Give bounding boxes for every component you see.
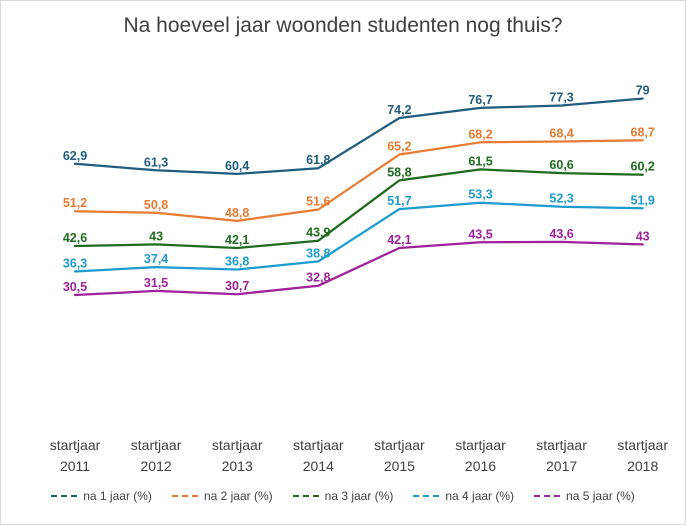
data-label: 58,8 xyxy=(387,165,411,179)
legend-item: na 5 jaar (%) xyxy=(534,489,635,503)
legend-label: na 2 jaar (%) xyxy=(203,489,273,503)
data-label: 68,7 xyxy=(631,125,655,139)
data-label: 50,8 xyxy=(144,198,168,212)
chart-legend: na 1 jaar (%) na 2 jaar (%) na 3 jaar (%) n… xyxy=(0,489,686,503)
data-label: 36,3 xyxy=(63,257,87,271)
data-label: 32,8 xyxy=(306,271,330,285)
legend-swatch xyxy=(51,495,78,497)
data-label: 62,9 xyxy=(63,149,87,163)
legend-item: na 2 jaar (%) xyxy=(171,489,273,503)
x-tick-label: startjaar xyxy=(293,437,344,453)
data-label: 31,5 xyxy=(144,276,168,290)
data-label: 74,2 xyxy=(387,103,411,117)
line-chart-plot: 62,9 61,3 60,4 61,8 74,2 76,7 77,3 79 51,2 50,8 48… xyxy=(50,84,669,474)
legend-swatch xyxy=(292,495,319,497)
data-label: 36,8 xyxy=(225,255,249,269)
data-label: 42,1 xyxy=(225,233,249,247)
data-label: 51,9 xyxy=(631,193,655,207)
x-tick-year: 2012 xyxy=(141,458,172,474)
data-label: 30,5 xyxy=(63,280,87,294)
legend-label: na 1 jaar (%) xyxy=(83,489,152,503)
series-line-5 xyxy=(73,240,644,297)
x-tick-label: startjaar xyxy=(131,437,182,453)
data-label: 68,4 xyxy=(549,127,573,141)
legend-swatch xyxy=(171,495,198,497)
x-tick-label: startjaar xyxy=(374,437,425,453)
legend-swatch xyxy=(534,495,561,497)
legend-item: na 1 jaar (%) xyxy=(51,489,152,503)
data-label: 53,3 xyxy=(468,188,492,202)
data-label: 60,4 xyxy=(225,159,249,173)
data-label: 51,2 xyxy=(63,196,87,210)
data-label: 77,3 xyxy=(549,91,573,105)
series-line-3 xyxy=(73,168,644,250)
chart-title: Na hoeveel jaar woonden studenten nog th… xyxy=(123,14,563,37)
x-tick-year: 2015 xyxy=(384,458,415,474)
x-tick-year: 2014 xyxy=(303,458,334,474)
x-tick-label: startjaar xyxy=(617,437,668,453)
data-label: 42,6 xyxy=(63,231,87,245)
data-label: 61,5 xyxy=(468,154,492,168)
x-tick-year: 2013 xyxy=(222,458,253,474)
legend-label: na 5 jaar (%) xyxy=(566,489,635,503)
data-label: 60,6 xyxy=(549,158,573,172)
series-line-4 xyxy=(73,201,644,273)
legend-label: na 3 jaar (%) xyxy=(324,489,394,503)
data-label: 43,6 xyxy=(549,227,573,241)
data-label: 30,7 xyxy=(225,279,249,293)
data-label: 65,2 xyxy=(387,140,411,154)
legend-swatch xyxy=(413,495,440,497)
data-label: 52,3 xyxy=(549,192,573,206)
data-label: 37,4 xyxy=(144,252,168,266)
data-label: 43 xyxy=(149,229,163,243)
data-label: 42,1 xyxy=(387,233,411,247)
x-tick-label: startjaar xyxy=(455,437,506,453)
x-tick-label: startjaar xyxy=(212,437,263,453)
data-label: 51,6 xyxy=(306,195,330,209)
series-line-2 xyxy=(73,139,644,223)
data-label: 43,5 xyxy=(468,227,492,241)
data-label: 61,8 xyxy=(306,153,330,167)
series-line-1 xyxy=(73,97,644,176)
x-tick-label: startjaar xyxy=(50,437,101,453)
x-tick-year: 2017 xyxy=(546,458,577,474)
legend-item: na 4 jaar (%) xyxy=(413,489,514,503)
legend-label: na 4 jaar (%) xyxy=(445,489,515,503)
data-label: 43,9 xyxy=(306,226,330,240)
x-tick-year: 2016 xyxy=(465,458,496,474)
legend-item: na 3 jaar (%) xyxy=(292,489,394,503)
data-label: 61,3 xyxy=(144,155,168,169)
data-label: 38,8 xyxy=(306,246,330,260)
x-tick-year: 2011 xyxy=(60,458,90,474)
data-label: 48,8 xyxy=(225,206,249,220)
data-label: 51,7 xyxy=(387,194,411,208)
data-label: 79 xyxy=(636,84,650,98)
data-label: 60,2 xyxy=(631,160,655,174)
x-tick-year: 2018 xyxy=(627,458,658,474)
x-tick-label: startjaar xyxy=(536,437,587,453)
data-label: 43 xyxy=(636,229,650,243)
data-label: 68,2 xyxy=(468,127,492,141)
data-label: 76,7 xyxy=(468,93,492,107)
